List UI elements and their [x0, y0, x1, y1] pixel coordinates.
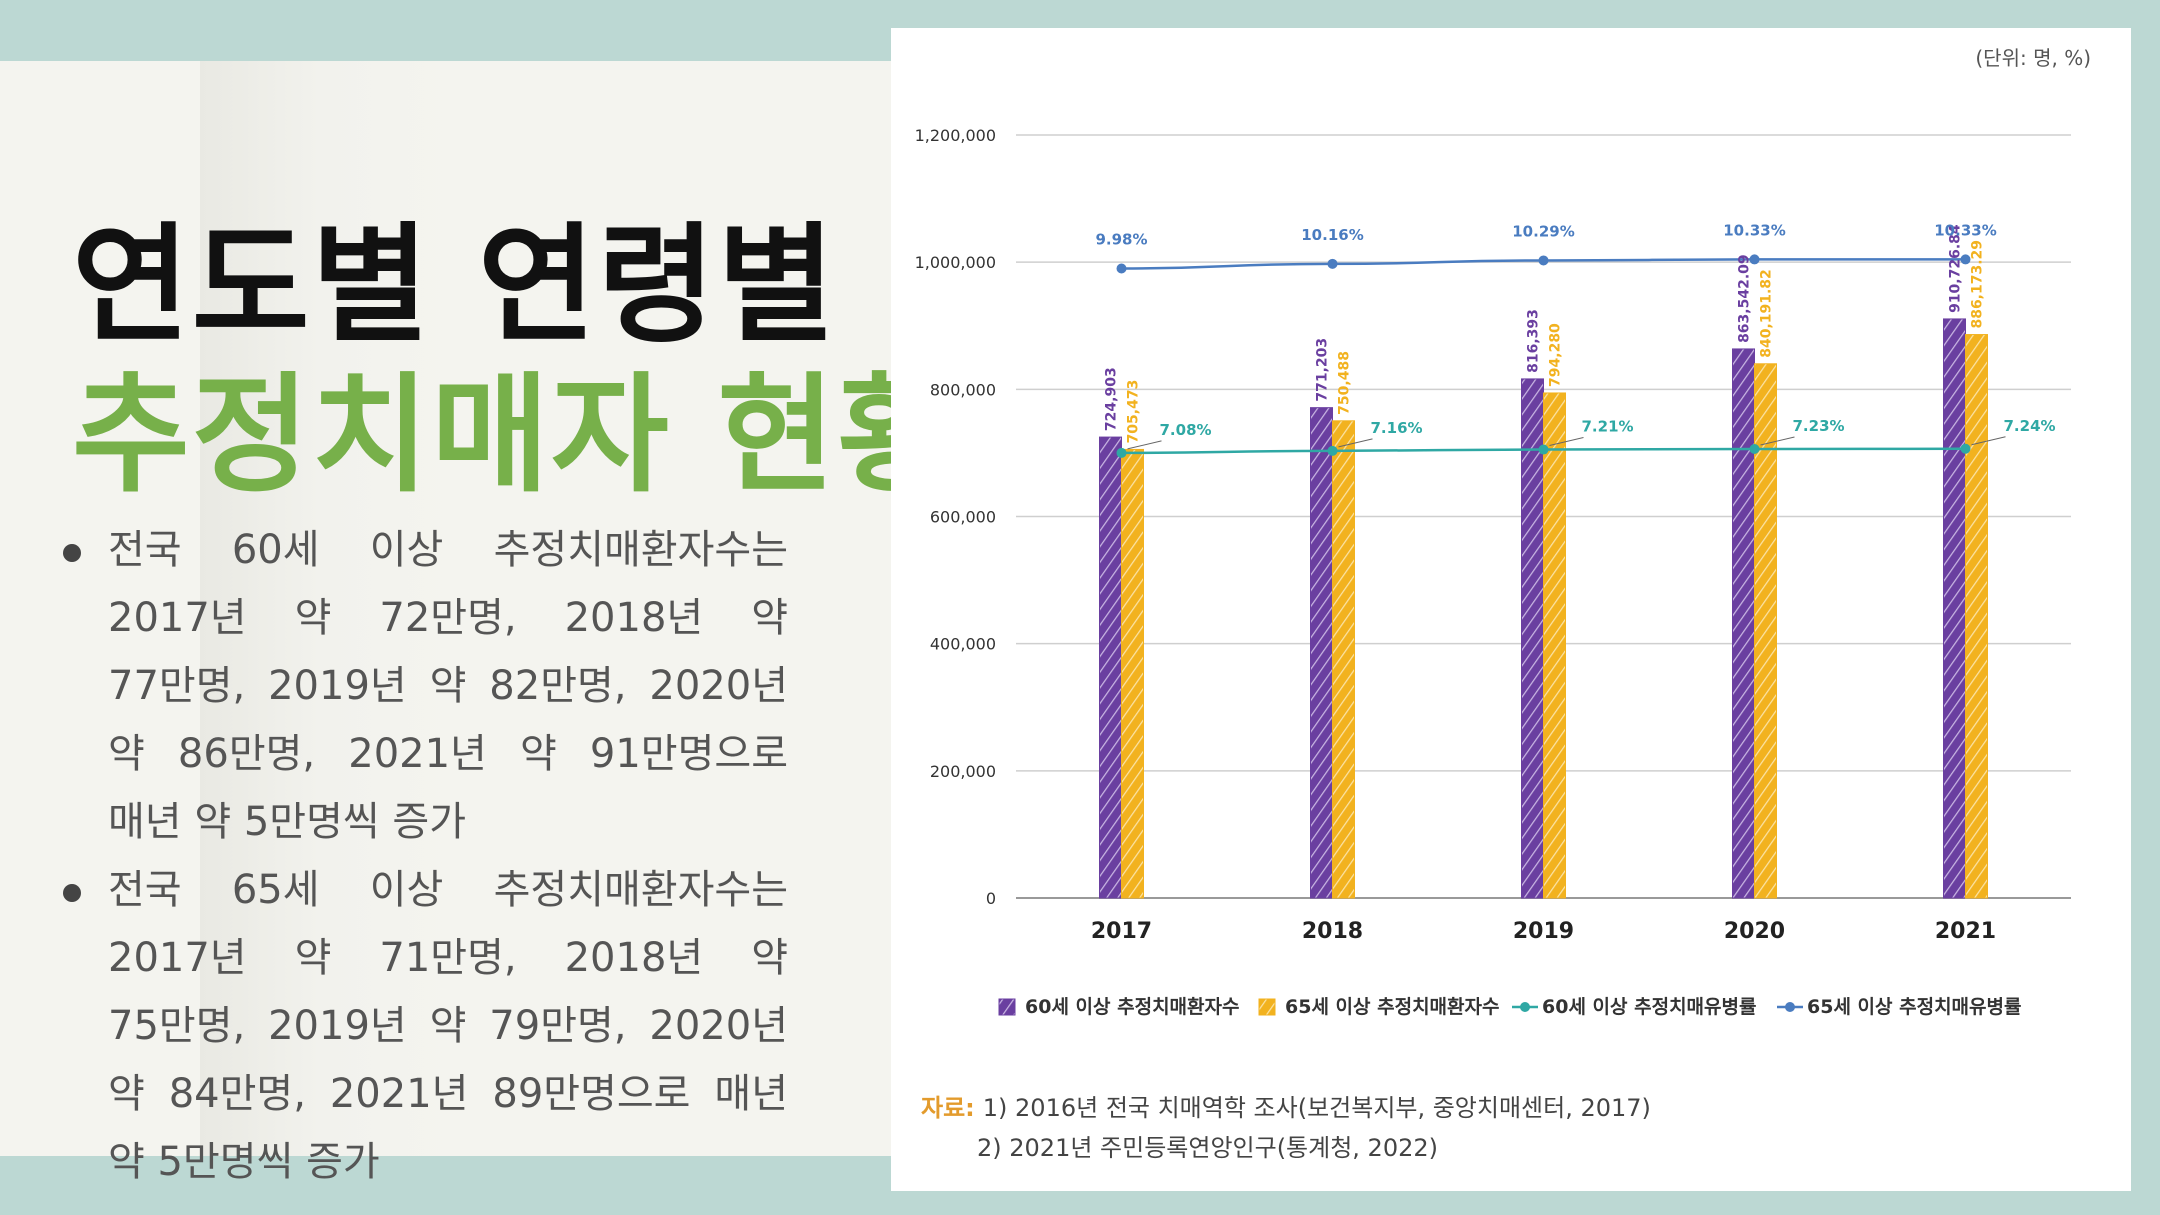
legend-swatch [998, 998, 1016, 1016]
x-tick-label: 2019 [1513, 919, 1574, 944]
bar-data-label: 840,191.82 [1759, 269, 1775, 358]
y-tick-label: 1,200,000 [915, 126, 996, 145]
source-label: 자료: [921, 1094, 975, 1122]
bullet-dot-icon [63, 544, 81, 562]
line-point [1538, 444, 1549, 455]
legend-marker [1520, 1002, 1530, 1012]
line-layer [1116, 254, 1971, 458]
source-note: 자료: 1) 2016년 전국 치매역학 조사(보건복지부, 중앙치매센터, 20… [921, 1088, 1651, 1168]
y-tick-label: 200,000 [930, 762, 996, 781]
bar-data-label: 910,726.84 [1948, 224, 1964, 313]
bullet-text: 전국 65세 이상 추정치매환자수는 2017년 약 71만명, 2018년 약… [108, 867, 788, 1185]
bar-data-label: 863,542.09 [1737, 254, 1753, 343]
line-point [1327, 258, 1338, 269]
bar-data-label: 771,203 [1315, 338, 1331, 402]
legend-marker [1785, 1002, 1795, 1012]
grid-layer: 0 200,000 400,000 600,000 800,000 1,000,000 1,… [915, 126, 2071, 944]
bar-data-label: 750,488 [1337, 351, 1353, 415]
leader-line [1338, 438, 1373, 448]
source-line-1: 1) 2016년 전국 치매역학 조사(보건복지부, 중앙치매센터, 2017) [982, 1094, 1651, 1122]
panel-shade [200, 61, 891, 1156]
bar [1521, 378, 1544, 899]
chart-panel: (단위: 명, %) 0 200,000 400,000 600,000 800,000… [891, 28, 2131, 1191]
bullet-dot-icon [63, 884, 81, 902]
bullet-text: 전국 60세 이상 추정치매환자수는 2017년 약 72만명, 2018년 약… [108, 527, 788, 845]
line-data-label: 9.98% [1095, 231, 1147, 249]
y-tick-label: 800,000 [930, 380, 996, 399]
x-tick-label: 2018 [1302, 919, 1363, 944]
line-point [1116, 447, 1127, 458]
line-data-label: 7.21% [1582, 418, 1634, 436]
x-tick-label: 2020 [1724, 919, 1785, 944]
y-tick-label: 400,000 [930, 635, 996, 654]
bar-data-label: 705,473 [1126, 380, 1142, 444]
bullet-list: 전국 60세 이상 추정치매환자수는 2017년 약 72만명, 2018년 약… [58, 516, 788, 1196]
unit-label: (단위: 명, %) [1975, 46, 2091, 70]
line-data-label: 7.08% [1160, 421, 1212, 439]
bar [1754, 363, 1777, 899]
x-tick-label: 2021 [1935, 919, 1996, 944]
line-point [1538, 255, 1549, 266]
legend-label: 65세 이상 추정치매환자수 [1285, 996, 1499, 1018]
line-data-label: 10.16% [1301, 226, 1363, 244]
bar [1310, 407, 1333, 899]
source-line-2: 2) 2021년 주민등록연앙인구(통계청, 2022) [977, 1134, 1438, 1162]
bar-data-label: 886,173.29 [1970, 240, 1986, 329]
bar-layer [1099, 318, 1988, 899]
line-data-label: 10.33% [1723, 221, 1785, 239]
bar [1332, 420, 1355, 899]
line-point [1960, 443, 1971, 454]
leader-line [1971, 436, 2006, 446]
line-data-label: 7.24% [2004, 417, 2056, 435]
bar [1121, 448, 1144, 899]
y-tick-label: 0 [986, 889, 996, 908]
line-point [1116, 263, 1127, 274]
legend: 60세 이상 추정치매환자수 65세 이상 추정치매환자수 60세 이상 추정치매유… [998, 996, 2021, 1018]
dementia-chart: (단위: 명, %) 0 200,000 400,000 600,000 800,000… [915, 46, 2091, 1018]
line-data-label: 7.23% [1793, 417, 1845, 435]
bar [1965, 334, 1988, 899]
y-tick-label: 1,000,000 [915, 253, 996, 272]
bar [1732, 348, 1755, 899]
line-point [1327, 445, 1338, 456]
y-tick-label: 600,000 [930, 508, 996, 527]
label-layer: 724,903 771,203 816,393 863,542.09 910,726.8… [1095, 221, 2056, 450]
slide-text-panel: 연도별 연령별 추정치매자 현황 전국 60세 이상 추정치매환자수는 2017… [0, 61, 955, 1185]
legend-label: 60세 이상 추정치매환자수 [1025, 996, 1239, 1018]
line-data-label: 7.16% [1371, 419, 1423, 437]
line-point [1960, 254, 1971, 265]
bar-data-label: 724,903 [1104, 367, 1120, 431]
legend-label: 60세 이상 추정치매유병률 [1542, 996, 1756, 1018]
slide-title-line1: 연도별 연령별 [72, 211, 838, 360]
leader-line [1760, 436, 1795, 446]
leader-line [1127, 440, 1162, 450]
line-point [1749, 444, 1760, 455]
bar [1943, 318, 1966, 899]
line-data-label: 10.29% [1512, 222, 1574, 240]
x-tick-label: 2017 [1091, 919, 1152, 944]
leader-line [1549, 437, 1584, 447]
bar [1099, 436, 1122, 899]
bar [1543, 392, 1566, 899]
slide-title-line2: 추정치매자 현황 [72, 361, 957, 510]
legend-swatch [1258, 998, 1276, 1016]
line-point [1749, 254, 1760, 265]
bullet-item: 전국 60세 이상 추정치매환자수는 2017년 약 72만명, 2018년 약… [58, 516, 788, 856]
legend-label: 65세 이상 추정치매유병률 [1807, 996, 2021, 1018]
bar-data-label: 816,393 [1526, 309, 1542, 373]
bullet-item: 전국 65세 이상 추정치매환자수는 2017년 약 71만명, 2018년 약… [58, 856, 788, 1196]
line-data-label: 10.33% [1934, 221, 1996, 239]
bar-data-label: 794,280 [1548, 323, 1564, 387]
